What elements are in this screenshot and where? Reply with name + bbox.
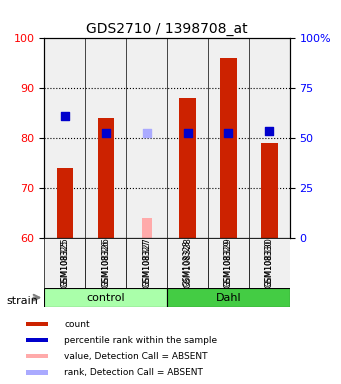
FancyBboxPatch shape [85,238,126,288]
Point [144,130,149,136]
FancyBboxPatch shape [44,238,85,288]
Bar [85,38,126,238]
Bar [179,98,196,238]
Text: percentile rank within the sample: percentile rank within the sample [64,336,217,345]
Title: GDS2710 / 1398708_at: GDS2710 / 1398708_at [86,22,248,36]
Text: strain: strain [7,296,39,306]
FancyBboxPatch shape [208,238,249,288]
FancyBboxPatch shape [27,322,48,326]
Text: GSM108327: GSM108327 [142,238,151,288]
Text: rank, Detection Call = ABSENT: rank, Detection Call = ABSENT [64,368,203,377]
FancyBboxPatch shape [27,354,48,359]
FancyBboxPatch shape [27,338,48,343]
Text: value, Detection Call = ABSENT: value, Detection Call = ABSENT [64,352,208,361]
Text: Dahl: Dahl [216,293,241,303]
FancyBboxPatch shape [27,370,48,374]
Bar [98,118,114,238]
Bar [249,38,290,238]
Text: GSM108328: GSM108328 [183,238,192,288]
Bar [208,38,249,238]
FancyBboxPatch shape [249,238,290,288]
Text: GSM108326: GSM108326 [101,238,110,288]
Bar [220,58,237,238]
Text: control: control [86,293,125,303]
Bar [126,38,167,238]
Text: GSM108329: GSM108329 [224,238,233,288]
Bar [57,168,73,238]
FancyBboxPatch shape [167,288,290,307]
Text: GSM108325: GSM108325 [60,238,69,288]
FancyBboxPatch shape [44,288,167,307]
Point [267,127,272,134]
Bar [142,218,151,238]
Text: GSM108330: GSM108330 [265,240,274,286]
Text: GSM108330: GSM108330 [265,238,274,288]
Bar [167,38,208,238]
Bar [44,38,85,238]
Text: GSM108325: GSM108325 [60,240,69,286]
Point [103,130,108,136]
Text: GSM108326: GSM108326 [101,240,110,286]
Point [226,130,231,136]
Point [62,113,68,119]
Text: count: count [64,319,90,329]
Point [185,130,190,136]
FancyBboxPatch shape [167,238,208,288]
Bar [261,143,278,238]
FancyBboxPatch shape [126,238,167,288]
Text: GSM108329: GSM108329 [224,240,233,286]
Text: GSM108327: GSM108327 [142,240,151,286]
Text: GSM108328: GSM108328 [183,240,192,286]
